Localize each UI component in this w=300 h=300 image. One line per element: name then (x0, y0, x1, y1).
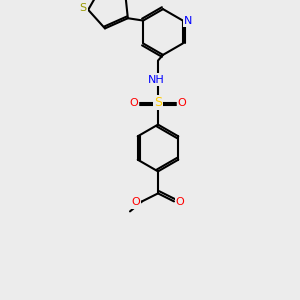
Text: NH: NH (148, 75, 164, 85)
Text: O: O (132, 197, 140, 207)
Text: O: O (176, 197, 184, 207)
Text: S: S (154, 96, 162, 109)
Text: S: S (80, 3, 87, 13)
Text: O: O (130, 98, 138, 108)
Text: N: N (184, 16, 192, 26)
Text: O: O (178, 98, 186, 108)
